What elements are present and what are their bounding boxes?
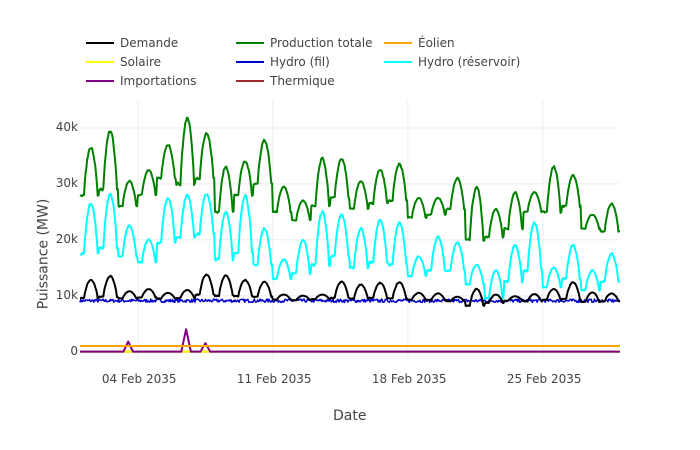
grid-lines bbox=[80, 100, 620, 360]
legend-swatch bbox=[86, 80, 114, 82]
x-axis-title: Date bbox=[333, 408, 367, 424]
legend-label: Solaire bbox=[120, 55, 162, 69]
y-tick-label: 20k bbox=[55, 231, 78, 246]
legend-label: Demande bbox=[120, 36, 179, 50]
series-line-demande bbox=[79, 273, 621, 308]
y-tick-label: 10k bbox=[55, 287, 78, 302]
legend-item[interactable]: Solaire bbox=[86, 53, 161, 71]
legend-swatch bbox=[86, 42, 114, 44]
y-tick-label: 30k bbox=[55, 175, 78, 190]
legend-label: Hydro (fil) bbox=[270, 55, 330, 69]
legend-item[interactable]: Production totale bbox=[236, 34, 372, 52]
x-tick-label: 18 Feb 2035 bbox=[371, 372, 447, 386]
legend-label: Thermique bbox=[270, 74, 335, 88]
x-tick-label: 11 Feb 2035 bbox=[236, 372, 312, 386]
y-axis-title: Puissance (MW) bbox=[35, 198, 52, 310]
y-tick-label: 40k bbox=[55, 119, 78, 134]
legend-label: Hydro (réservoir) bbox=[418, 55, 521, 69]
legend-swatch bbox=[384, 61, 412, 63]
legend-item[interactable]: Éolien bbox=[384, 34, 455, 52]
series-lines bbox=[79, 116, 621, 353]
series-line-production-totale bbox=[79, 116, 621, 242]
legend-swatch bbox=[236, 61, 264, 63]
legend-swatch bbox=[236, 42, 264, 44]
legend-swatch bbox=[86, 61, 114, 63]
legend-item[interactable]: Hydro (réservoir) bbox=[384, 53, 520, 71]
legend-item[interactable]: Importations bbox=[86, 72, 196, 90]
legend-label: Éolien bbox=[418, 36, 455, 50]
legend-item[interactable]: Thermique bbox=[236, 72, 335, 90]
legend-label: Importations bbox=[120, 74, 197, 88]
x-tick-label: 25 Feb 2035 bbox=[506, 372, 582, 386]
series-line-importations bbox=[79, 328, 621, 353]
legend-swatch bbox=[236, 80, 264, 82]
series-line-hydro-r-servoir bbox=[79, 192, 621, 300]
legend-item[interactable]: Demande bbox=[86, 34, 178, 52]
legend-label: Production totale bbox=[270, 36, 373, 50]
y-tick-label: 0 bbox=[70, 343, 78, 358]
legend-item[interactable]: Hydro (fil) bbox=[236, 53, 330, 71]
x-tick-label: 04 Feb 2035 bbox=[101, 372, 177, 386]
legend-swatch bbox=[384, 42, 412, 44]
